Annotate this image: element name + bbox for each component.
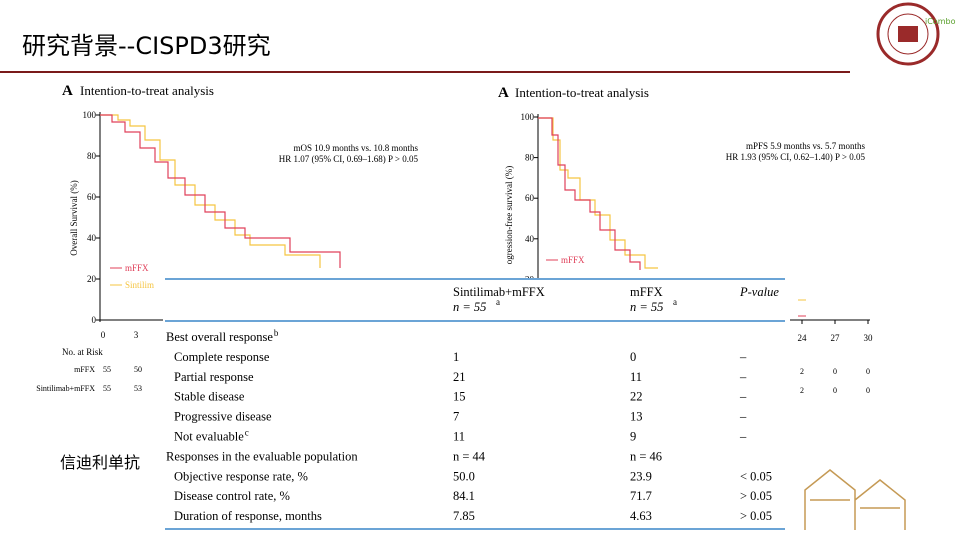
table-cell: 21 <box>453 370 466 384</box>
table-cell: 11 <box>630 370 642 384</box>
risk-count: 0 <box>833 367 837 376</box>
plot-title: Intention-to-treat analysis <box>80 83 214 98</box>
table-cell: 13 <box>630 410 643 424</box>
table-cell: – <box>739 370 747 384</box>
footnote-mark: a <box>673 297 677 307</box>
y-tick-label: 20 <box>87 274 97 284</box>
x-tick-label: 30 <box>864 333 874 343</box>
logo-text: iCombo <box>925 17 956 26</box>
annotation: mPFS 5.9 months vs. 5.7 months <box>746 141 866 151</box>
risk-count: 50 <box>134 365 142 374</box>
row-label: Progressive disease <box>174 410 272 424</box>
risk-label: mFFX <box>74 365 95 374</box>
plot-title: Intention-to-treat analysis <box>515 85 649 100</box>
footnote-mark: c <box>245 428 249 438</box>
y-axis-label: ogression-free survival (%) <box>504 166 514 264</box>
risk-label: Sintilimab+mFFX <box>36 384 95 393</box>
table-cell: 71.7 <box>630 489 652 503</box>
risk-count: 2 <box>800 367 804 376</box>
risk-count: 53 <box>134 384 142 393</box>
y-tick-label: 80 <box>525 153 535 163</box>
y-tick-label: 60 <box>87 192 97 202</box>
row-label: Complete response <box>174 350 270 364</box>
risk-count: 0 <box>833 386 837 395</box>
table-cell: – <box>739 350 747 364</box>
x-tick-label: 0 <box>101 330 106 340</box>
column-n: n = 55 <box>453 300 486 314</box>
y-tick-label: 0 <box>92 315 97 325</box>
table-cell: 7.85 <box>453 509 475 523</box>
y-tick-label: 60 <box>525 193 535 203</box>
column-header: Sintilimab+mFFX <box>453 285 545 299</box>
table-cell: 9 <box>630 430 636 444</box>
annotation: HR 1.07 (95% CI, 0.69–1.68) P > 0.05 <box>279 154 419 164</box>
row-label: Not evaluable <box>174 430 244 444</box>
row-label: Partial response <box>174 370 254 384</box>
panel-letter: A <box>62 83 73 99</box>
table-cell: – <box>739 410 747 424</box>
x-tick-label: 24 <box>798 333 808 343</box>
section-label: Best overall response <box>166 330 273 344</box>
km-curve <box>538 117 641 270</box>
table-cell: > 0.05 <box>740 509 772 523</box>
table-cell: 22 <box>630 390 643 404</box>
km-curve <box>538 117 658 269</box>
legend-label: mFFX <box>561 255 585 265</box>
risk-label: No. at Risk <box>62 347 103 357</box>
logo <box>876 2 940 66</box>
footnote-mark: b <box>274 328 279 338</box>
table-cell: 50.0 <box>453 469 475 483</box>
section-label: Responses in the evaluable population <box>166 449 358 463</box>
panel-letter: A <box>498 85 509 101</box>
table-cell: > 0.05 <box>740 489 772 503</box>
slide-title: 研究背景--CISPD3研究 <box>22 32 271 60</box>
annotation: HR 1.93 (95% CI, 0.62–1.40) P > 0.05 <box>726 152 866 162</box>
column-n: n = 55 <box>630 300 663 314</box>
risk-count: 0 <box>866 367 870 376</box>
legend-label: Sintilim <box>125 280 154 290</box>
annotation: mOS 10.9 months vs. 10.8 months <box>293 143 418 153</box>
legend-label: mFFX <box>125 263 149 273</box>
table-cell: 11 <box>453 430 465 444</box>
table-cell: – <box>739 390 747 404</box>
y-tick-label: 100 <box>83 110 97 120</box>
y-tick-label: 100 <box>521 112 535 122</box>
row-label: Disease control rate, % <box>174 489 290 503</box>
footnote-mark: a <box>496 297 500 307</box>
table-cell: 23.9 <box>630 469 652 483</box>
column-header: mFFX <box>630 285 663 299</box>
km-curve <box>100 114 341 268</box>
column-header: P-value <box>739 285 779 299</box>
risk-count: 55 <box>103 384 111 393</box>
table-cell: < 0.05 <box>740 469 772 483</box>
building-image <box>804 469 906 530</box>
y-tick-label: 40 <box>525 234 535 244</box>
table-cell: 84.1 <box>453 489 475 503</box>
table-cell: 7 <box>453 410 459 424</box>
y-tick-label: 80 <box>87 151 97 161</box>
y-tick-label: 40 <box>87 233 97 243</box>
row-label: Stable disease <box>174 390 245 404</box>
row-label: Objective response rate, % <box>174 469 308 483</box>
risk-count: 2 <box>800 386 804 395</box>
risk-count: 0 <box>866 386 870 395</box>
row-label: Duration of response, months <box>174 509 322 523</box>
x-tick-label: 3 <box>134 330 139 340</box>
table-cell: 1 <box>453 350 459 364</box>
table-cell: n = 46 <box>630 449 662 463</box>
x-tick-label: 27 <box>831 333 841 343</box>
table-cell: 0 <box>630 350 636 364</box>
table-cell: n = 44 <box>453 449 486 463</box>
y-axis-label: Overall Survival (%) <box>69 180 79 255</box>
table-cell: – <box>739 430 747 444</box>
table-cell: 15 <box>453 390 466 404</box>
risk-count: 55 <box>103 365 111 374</box>
side-text: 信迪利单抗 <box>60 453 140 472</box>
table-cell: 4.63 <box>630 509 652 523</box>
km-curve <box>100 114 321 268</box>
